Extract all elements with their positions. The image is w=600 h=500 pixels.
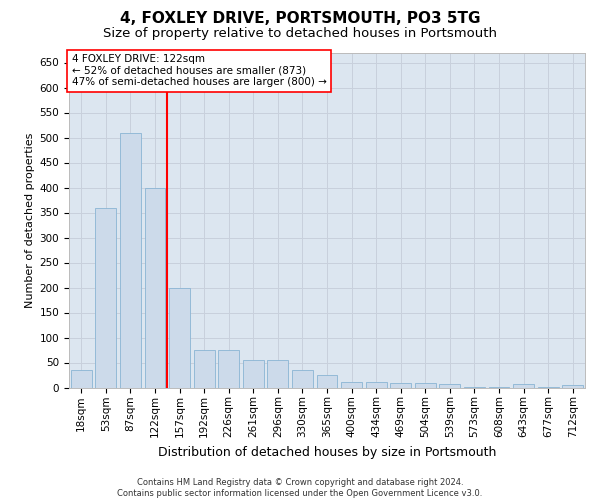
Bar — [513, 384, 534, 388]
Bar — [95, 208, 116, 388]
Bar — [268, 360, 289, 388]
Y-axis label: Number of detached properties: Number of detached properties — [25, 132, 35, 308]
Bar — [439, 384, 460, 388]
Bar — [317, 375, 337, 388]
Bar — [415, 382, 436, 388]
Bar — [243, 360, 264, 388]
Text: Size of property relative to detached houses in Portsmouth: Size of property relative to detached ho… — [103, 28, 497, 40]
Bar — [145, 188, 166, 388]
Text: 4 FOXLEY DRIVE: 122sqm
← 52% of detached houses are smaller (873)
47% of semi-de: 4 FOXLEY DRIVE: 122sqm ← 52% of detached… — [71, 54, 326, 88]
Bar — [218, 350, 239, 388]
Text: Contains HM Land Registry data © Crown copyright and database right 2024.
Contai: Contains HM Land Registry data © Crown c… — [118, 478, 482, 498]
Bar — [538, 387, 559, 388]
Bar — [71, 370, 92, 388]
Bar — [365, 382, 386, 388]
Bar — [194, 350, 215, 388]
Bar — [120, 132, 141, 388]
Bar — [488, 387, 509, 388]
Bar — [341, 382, 362, 388]
Bar — [464, 387, 485, 388]
Text: 4, FOXLEY DRIVE, PORTSMOUTH, PO3 5TG: 4, FOXLEY DRIVE, PORTSMOUTH, PO3 5TG — [120, 11, 480, 26]
Bar — [292, 370, 313, 388]
Bar — [169, 288, 190, 388]
Bar — [562, 385, 583, 388]
Bar — [390, 382, 411, 388]
X-axis label: Distribution of detached houses by size in Portsmouth: Distribution of detached houses by size … — [158, 446, 496, 458]
